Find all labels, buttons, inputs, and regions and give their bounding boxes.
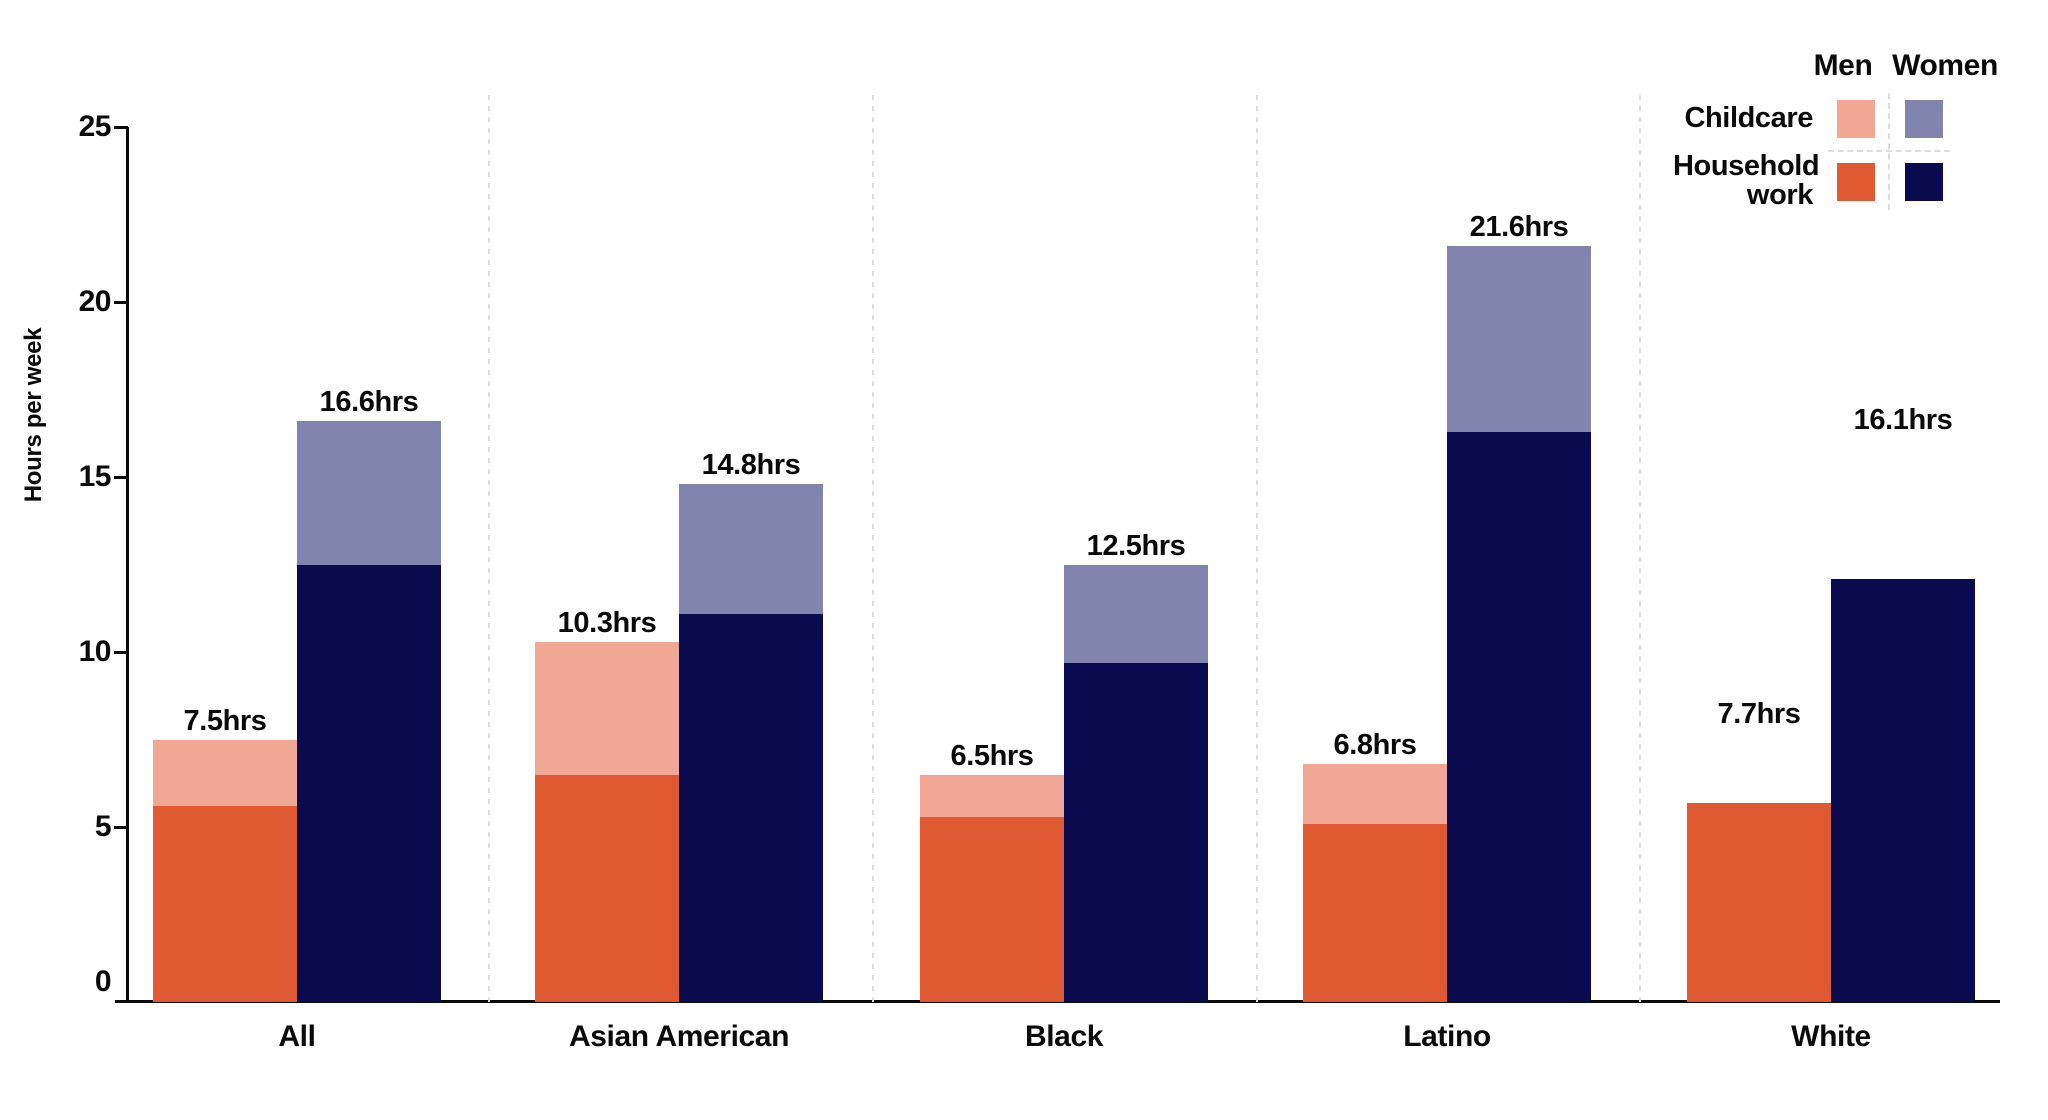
y-axis-line: [126, 127, 129, 1003]
bar-total-label: 6.8hrs: [1333, 729, 1417, 761]
x-category-label: All: [278, 1020, 316, 1053]
bar-segment-women-childcare: [1447, 246, 1591, 432]
bar-total-label: 14.8hrs: [701, 449, 801, 481]
x-category-label: White: [1791, 1020, 1871, 1053]
group-separator: [1639, 95, 1641, 1002]
y-tick-label: 15: [78, 460, 112, 493]
y-tick-label: 25: [78, 110, 112, 143]
legend-row-label-childcare: Childcare: [1684, 102, 1813, 134]
bar-segment-men-household: [1687, 802, 1831, 1002]
bar-segment-men-household: [920, 816, 1064, 1002]
bar-segment-women-childcare: [1064, 564, 1208, 663]
legend-row-label-household-work: Household work: [1673, 150, 1820, 211]
bar-segment-men-household: [1303, 823, 1447, 1002]
legend-swatch-women-household: [1905, 163, 1943, 201]
y-tick: [114, 651, 128, 654]
y-tick-label: 10: [78, 635, 112, 668]
bar-segment-women-household: [679, 613, 823, 1002]
y-tick: [114, 476, 128, 479]
legend-swatch-women-childcare: [1905, 100, 1943, 138]
legend-swatch-men-childcare: [1837, 100, 1875, 138]
bar-total-label: 16.6hrs: [319, 386, 419, 418]
group-separator: [488, 95, 490, 1002]
bar-total-label: 12.5hrs: [1086, 529, 1186, 562]
group-separator: [1256, 95, 1258, 1002]
bar-segment-women-household: [1831, 578, 1975, 1002]
x-category-label: Latino: [1403, 1020, 1491, 1053]
bar-segment-women-childcare: [679, 484, 823, 614]
group-separator: [872, 95, 874, 1002]
bar-segment-men-household: [153, 806, 297, 1002]
bar-segment-men-childcare: [535, 641, 679, 775]
bar-total-label: 21.6hrs: [1469, 211, 1569, 243]
y-tick: [114, 826, 128, 829]
bar-segment-women-household: [297, 564, 441, 1002]
legend-column-header-men: Men: [1813, 49, 1873, 82]
bar-total-label: 16.1hrs: [1853, 403, 1953, 436]
bar-segment-men-household: [535, 774, 679, 1002]
bar-segment-men-childcare: [920, 774, 1064, 817]
y-tick-label: 20: [78, 285, 112, 318]
y-tick-label: 5: [94, 810, 112, 843]
bar-total-label: 7.5hrs: [183, 704, 267, 737]
bar-segment-women-childcare: [297, 421, 441, 565]
legend-row-divider: [1828, 150, 1950, 152]
bar-segment-men-childcare: [153, 739, 297, 806]
bar-total-label: 6.5hrs: [950, 739, 1034, 772]
legend-swatch-men-household: [1837, 163, 1875, 201]
bar-segment-women-household: [1064, 662, 1208, 1002]
bar-segment-men-childcare: [1303, 764, 1447, 824]
legend-column-header-women: Women: [1892, 49, 1998, 82]
y-tick-label: 0: [94, 965, 112, 998]
x-category-label: Black: [1024, 1020, 1104, 1053]
y-tick: [114, 301, 128, 304]
bar-segment-women-household: [1447, 431, 1591, 1002]
y-tick: [114, 126, 128, 129]
bar-total-label: 10.3hrs: [557, 606, 657, 639]
bar-total-label: 7.7hrs: [1717, 697, 1801, 730]
x-category-label: Asian American: [568, 1020, 790, 1053]
